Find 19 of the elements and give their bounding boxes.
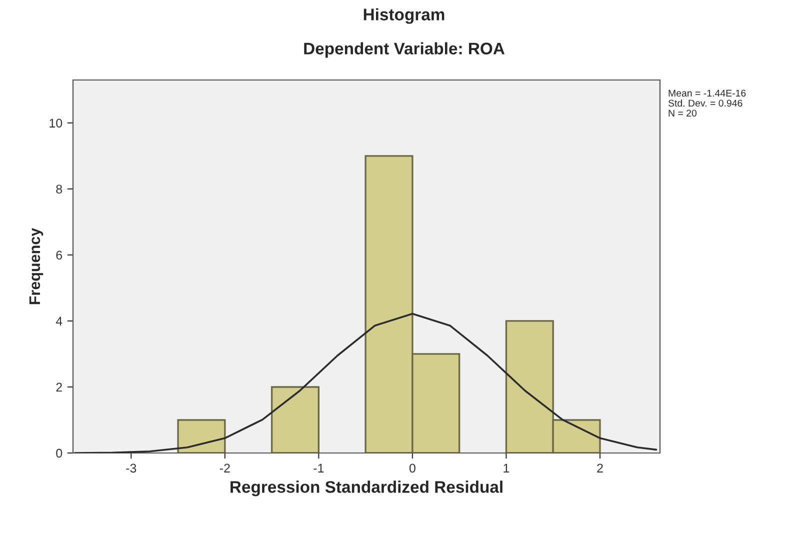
y-tick-label: 6 <box>56 250 62 260</box>
x-tick-label: -1 <box>314 464 324 472</box>
chart-subtitle: Dependent Variable: ROA <box>304 42 505 58</box>
y-axis-title: Frequency <box>29 228 44 304</box>
y-tick-label: 10 <box>50 118 62 128</box>
x-tick-label: -2 <box>220 464 230 472</box>
text: Std. Dev. = 0.946 <box>668 99 742 107</box>
y-tick-label: 4 <box>56 316 62 326</box>
chart-title: Histogram <box>364 8 444 24</box>
x-axis-title: Regression Standardized Residual <box>230 480 502 496</box>
x-tick-label: 1 <box>504 464 510 472</box>
y-tick-label: 8 <box>56 184 62 194</box>
x-tick-label: -3 <box>126 464 136 473</box>
x-tick-label: 0 <box>409 464 416 473</box>
y-tick-label: 0 <box>56 448 62 458</box>
text: N = 20 <box>668 110 697 117</box>
text: Mean = -1.44E-16 <box>668 90 746 97</box>
y-tick-label: 2 <box>56 382 62 392</box>
x-tick-label: 2 <box>597 464 603 472</box>
